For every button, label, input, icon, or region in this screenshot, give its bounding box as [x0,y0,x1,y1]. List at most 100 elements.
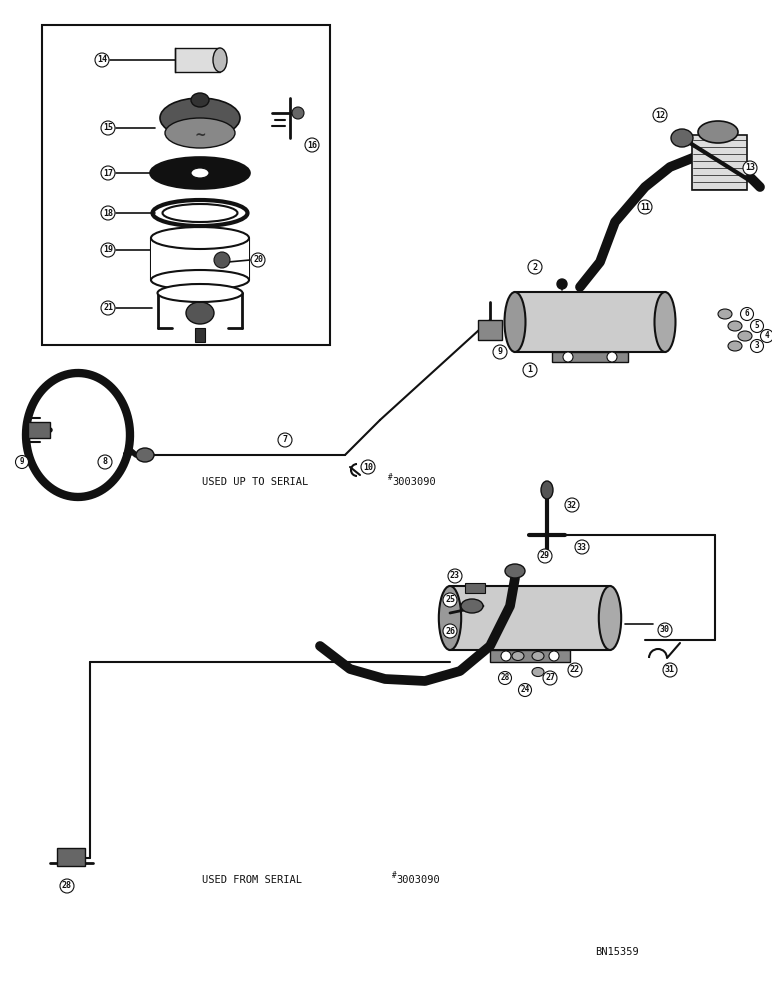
Text: 3: 3 [755,342,760,351]
Text: 23: 23 [450,572,460,580]
Text: 18: 18 [103,209,113,218]
Bar [28,422,50,438]
Circle shape [575,540,589,554]
Ellipse shape [512,652,524,660]
Text: 4: 4 [765,332,770,340]
Circle shape [658,623,672,637]
Ellipse shape [504,292,526,352]
Text: 33: 33 [577,542,587,552]
Ellipse shape [165,118,235,148]
Circle shape [743,161,757,175]
Ellipse shape [728,321,742,331]
Text: 1: 1 [527,365,533,374]
Bar [42,25,330,345]
Circle shape [305,138,319,152]
Text: #: # [388,473,393,482]
Bar [515,292,665,352]
Text: 22: 22 [570,666,580,674]
Text: 31: 31 [665,666,675,674]
Circle shape [361,460,375,474]
Bar [490,650,570,662]
Text: ~: ~ [195,129,206,143]
Bar [692,135,747,190]
Ellipse shape [501,651,511,661]
Ellipse shape [607,352,617,362]
Text: 32: 32 [567,500,577,510]
Text: 8: 8 [103,458,107,466]
Bar [151,238,249,280]
Circle shape [101,206,115,220]
Text: 28: 28 [500,674,510,682]
Circle shape [760,330,772,342]
Text: 12: 12 [655,110,665,119]
Circle shape [663,663,677,677]
Text: 9: 9 [20,458,24,466]
Text: 3003090: 3003090 [396,875,440,885]
Circle shape [15,456,29,468]
Ellipse shape [438,586,461,650]
Ellipse shape [599,586,621,650]
Text: 11: 11 [640,202,650,212]
Text: USED UP TO SERIAL: USED UP TO SERIAL [202,477,308,487]
Ellipse shape [160,98,240,138]
Ellipse shape [186,302,214,324]
Text: 9: 9 [497,348,503,357]
Ellipse shape [563,352,573,362]
Ellipse shape [151,270,249,290]
Ellipse shape [150,157,250,189]
Circle shape [740,308,753,320]
Circle shape [448,569,462,583]
Circle shape [443,624,457,638]
Circle shape [493,345,507,359]
Text: 16: 16 [307,140,317,149]
Text: 14: 14 [97,55,107,64]
Ellipse shape [532,652,544,660]
Ellipse shape [671,129,693,147]
Ellipse shape [157,284,242,302]
Ellipse shape [213,48,227,72]
Circle shape [443,593,457,607]
Text: 28: 28 [62,882,72,890]
Text: 29: 29 [540,552,550,560]
Text: BN15359: BN15359 [595,947,638,957]
Circle shape [214,252,230,268]
Text: 24: 24 [520,686,530,694]
Text: 5: 5 [755,322,760,330]
Ellipse shape [698,121,738,143]
Bar [450,586,610,650]
Circle shape [101,243,115,257]
Circle shape [568,663,582,677]
Circle shape [557,279,567,289]
Text: #: # [392,870,397,880]
Ellipse shape [728,341,742,351]
Bar [57,848,85,866]
Circle shape [499,672,512,684]
Bar [175,48,220,72]
Text: 26: 26 [445,626,455,636]
Ellipse shape [549,651,559,661]
Text: 17: 17 [103,168,113,178]
Circle shape [750,320,764,332]
Circle shape [101,121,115,135]
Text: USED FROM SERIAL: USED FROM SERIAL [202,875,302,885]
Text: 7: 7 [283,436,287,444]
Text: 13: 13 [745,163,755,172]
Text: 3003090: 3003090 [392,477,435,487]
Text: 20: 20 [253,255,263,264]
Text: 30: 30 [660,626,670,635]
Ellipse shape [136,448,154,462]
Circle shape [278,433,292,447]
Circle shape [638,200,652,214]
Circle shape [519,684,531,696]
Ellipse shape [191,93,209,107]
Circle shape [523,363,537,377]
Ellipse shape [718,309,732,319]
Circle shape [60,879,74,893]
Circle shape [251,253,265,267]
Bar [552,352,628,362]
Circle shape [653,108,667,122]
Circle shape [95,53,109,67]
Circle shape [101,166,115,180]
Text: 27: 27 [545,674,555,682]
Ellipse shape [738,331,752,341]
